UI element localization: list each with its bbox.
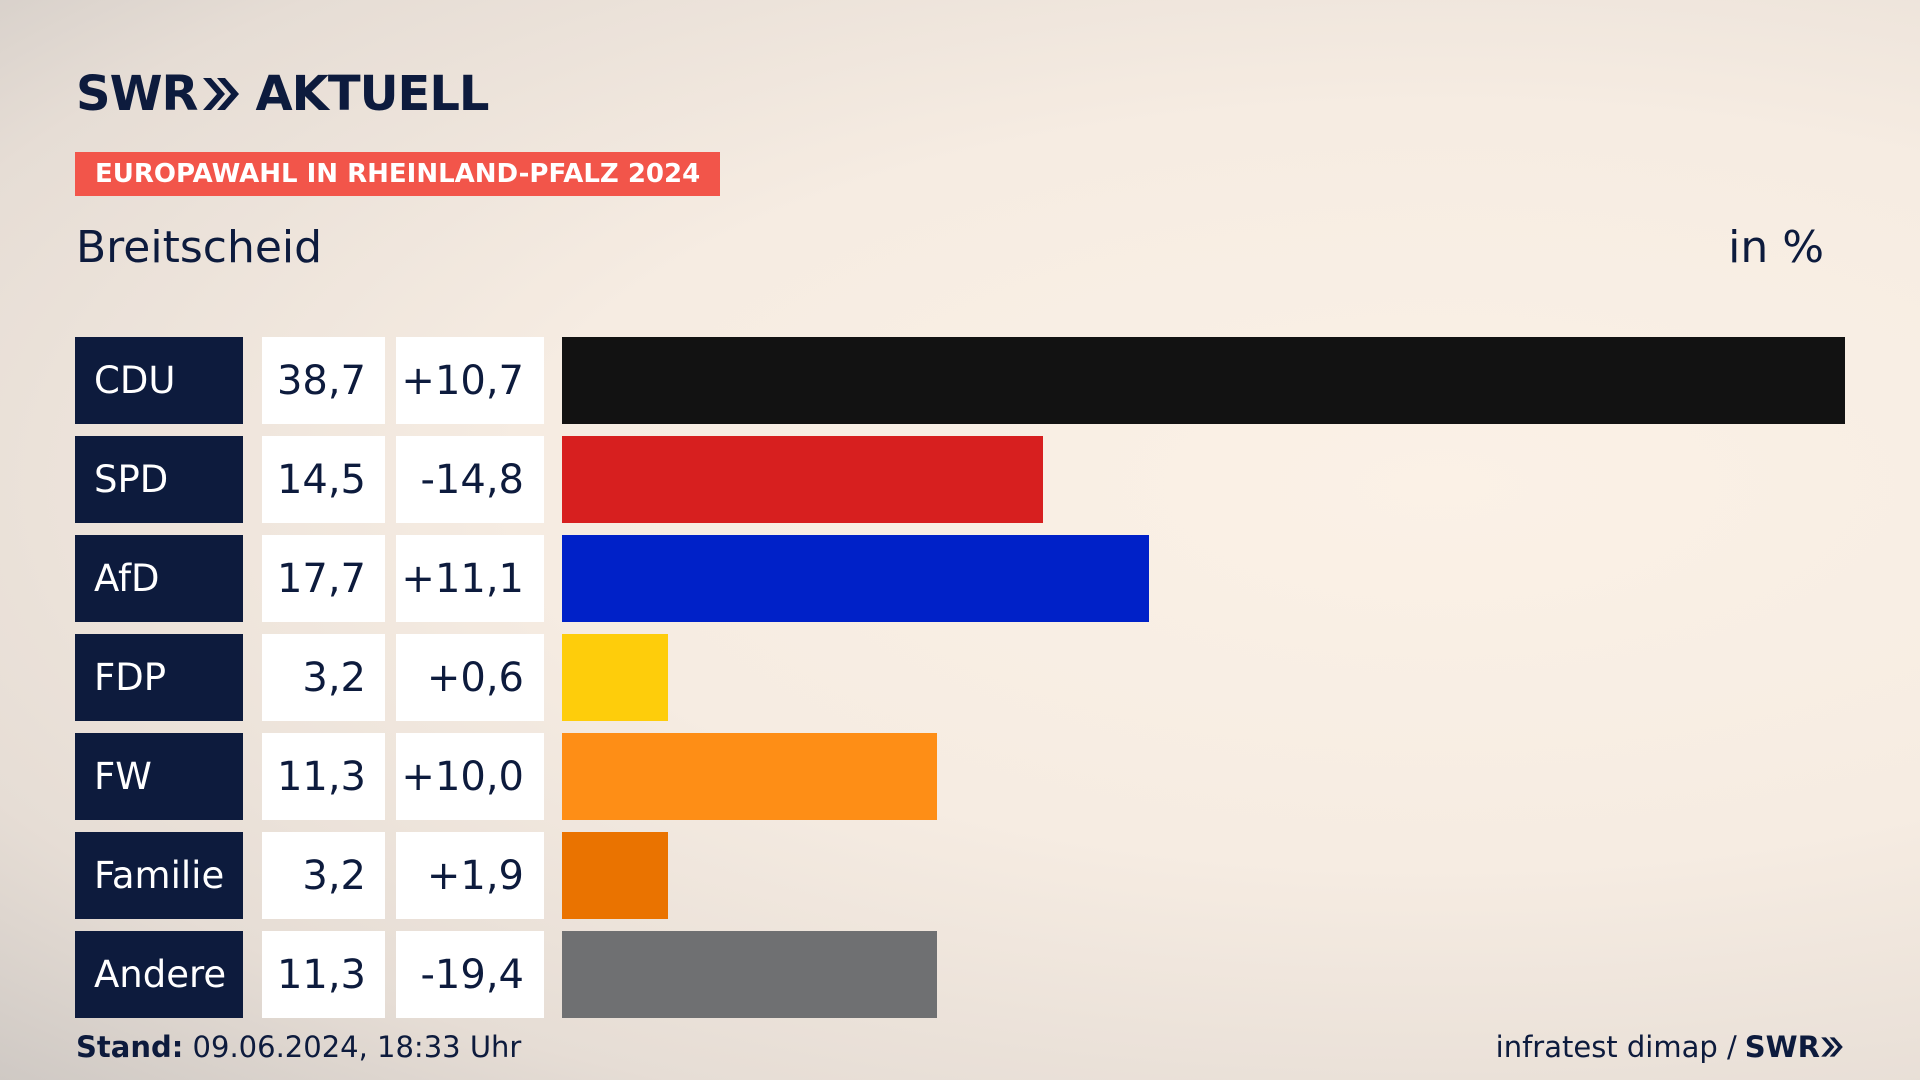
party-label: Familie	[75, 832, 243, 919]
bar-row: CDU 38,7 +10,7	[0, 337, 1920, 424]
logo-swr-text: SWR	[76, 66, 198, 122]
bar	[562, 733, 937, 820]
unit-label: in %	[1728, 222, 1824, 273]
diff-label: +1,9	[396, 832, 544, 919]
stand-label: Stand:	[76, 1030, 184, 1064]
bar	[562, 535, 1149, 622]
source-credit: infratest dimap / SWR	[1496, 1030, 1844, 1064]
stand-value: 09.06.2024, 18:33 Uhr	[192, 1030, 522, 1064]
diff-label: +11,1	[396, 535, 544, 622]
value-label: 3,2	[262, 634, 385, 721]
bar	[562, 832, 668, 919]
value-label: 38,7	[262, 337, 385, 424]
bar	[562, 436, 1043, 523]
municipality-title: Breitscheid	[76, 222, 323, 273]
party-label: FDP	[75, 634, 243, 721]
source-text: infratest dimap /	[1495, 1030, 1737, 1064]
double-chevron-icon	[1821, 1037, 1843, 1057]
value-label: 3,2	[262, 832, 385, 919]
party-label: CDU	[75, 337, 243, 424]
value-label: 11,3	[262, 931, 385, 1018]
bar	[562, 931, 937, 1018]
diff-label: +10,0	[396, 733, 544, 820]
diff-label: +0,6	[396, 634, 544, 721]
diff-label: +10,7	[396, 337, 544, 424]
bar-row: Familie 3,2 +1,9	[0, 832, 1920, 919]
swr-aktuell-logo: SWR AKTUELL	[76, 66, 490, 122]
timestamp: Stand: 09.06.2024, 18:33 Uhr	[76, 1030, 521, 1064]
party-label: Andere	[75, 931, 243, 1018]
election-badge: EUROPAWAHL IN RHEINLAND-PFALZ 2024	[75, 152, 721, 196]
bar-row: FW 11,3 +10,0	[0, 733, 1920, 820]
value-label: 14,5	[262, 436, 385, 523]
bar	[562, 634, 668, 721]
logo-aktuell-text: AKTUELL	[255, 66, 489, 122]
bar-row: AfD 17,7 +11,1	[0, 535, 1920, 622]
party-label: FW	[75, 733, 243, 820]
source-brand-text: SWR	[1744, 1030, 1820, 1064]
diff-label: -14,8	[396, 436, 544, 523]
bar-row: SPD 14,5 -14,8	[0, 436, 1920, 523]
party-label: SPD	[75, 436, 243, 523]
value-label: 17,7	[262, 535, 385, 622]
value-label: 11,3	[262, 733, 385, 820]
source-brand: SWR	[1745, 1030, 1844, 1064]
party-label: AfD	[75, 535, 243, 622]
double-chevron-icon	[203, 78, 240, 110]
diff-label: -19,4	[396, 931, 544, 1018]
bar	[562, 337, 1845, 424]
bar-row: FDP 3,2 +0,6	[0, 634, 1920, 721]
bar-row: Andere 11,3 -19,4	[0, 931, 1920, 1018]
